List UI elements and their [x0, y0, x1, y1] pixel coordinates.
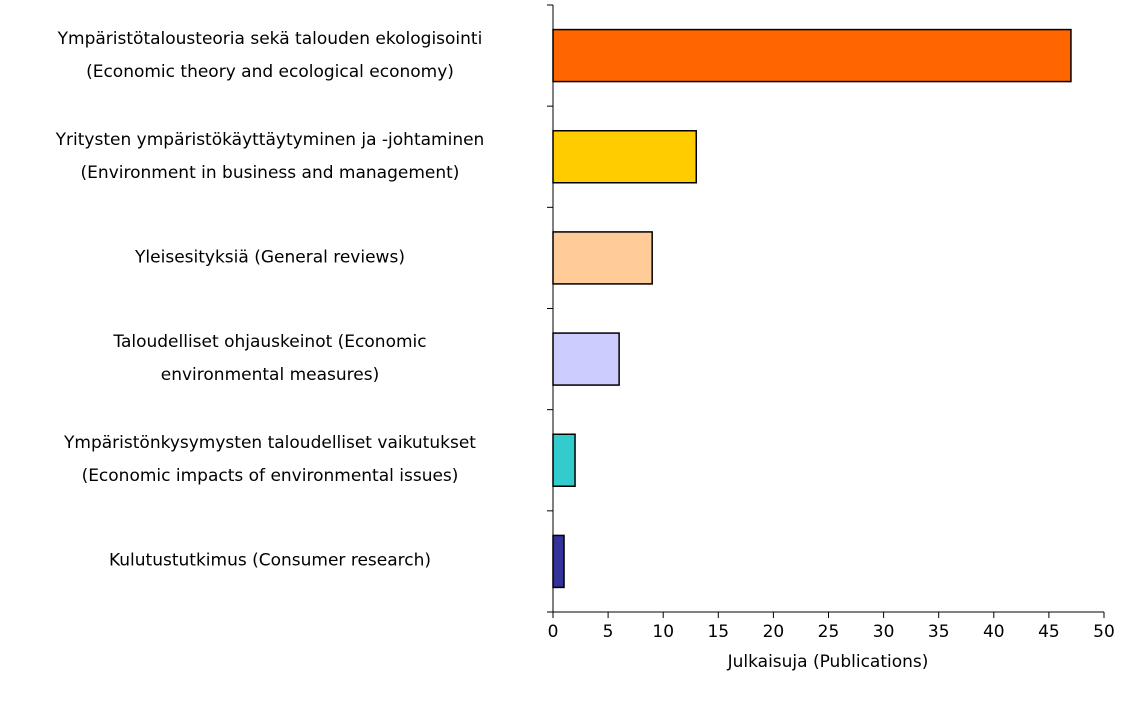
y-tick-label: Ympäristönkysymysten taloudelliset vaiku… — [64, 433, 476, 487]
bar — [552, 28, 1072, 83]
x-tick-label: 35 — [928, 622, 950, 642]
y-tick-label: Kulutustutkimus (Consumer research) — [108, 550, 432, 571]
x-tick-label: 10 — [652, 622, 674, 642]
y-tick-label: Yritysten ympäristökäyttäytyminen ja -jo… — [55, 129, 485, 183]
bar — [552, 231, 653, 285]
x-tick-label: 40 — [983, 622, 1005, 642]
x-axis-title: Julkaisuja (Publications) — [727, 652, 929, 672]
x-tick-label: 50 — [1093, 622, 1115, 642]
bar — [552, 130, 698, 184]
bar — [552, 332, 620, 386]
bar — [552, 433, 576, 487]
x-tick-label: 25 — [818, 622, 840, 642]
bar — [552, 534, 565, 589]
x-tick-label: 30 — [873, 622, 895, 642]
x-tick-label: 15 — [707, 622, 729, 642]
x-tick-label: 20 — [763, 622, 785, 642]
x-tick-label: 45 — [1038, 622, 1060, 642]
y-tick-label: Yleisesityksiä (General reviews) — [135, 247, 405, 268]
x-tick-label: 5 — [603, 622, 614, 642]
x-tick-label: 0 — [548, 622, 559, 642]
y-tick-label: Ympäristötalousteoria sekä talouden ekol… — [57, 28, 483, 82]
y-tick-label: Taloudelliset ohjauskeinot (Economic env… — [113, 332, 427, 386]
